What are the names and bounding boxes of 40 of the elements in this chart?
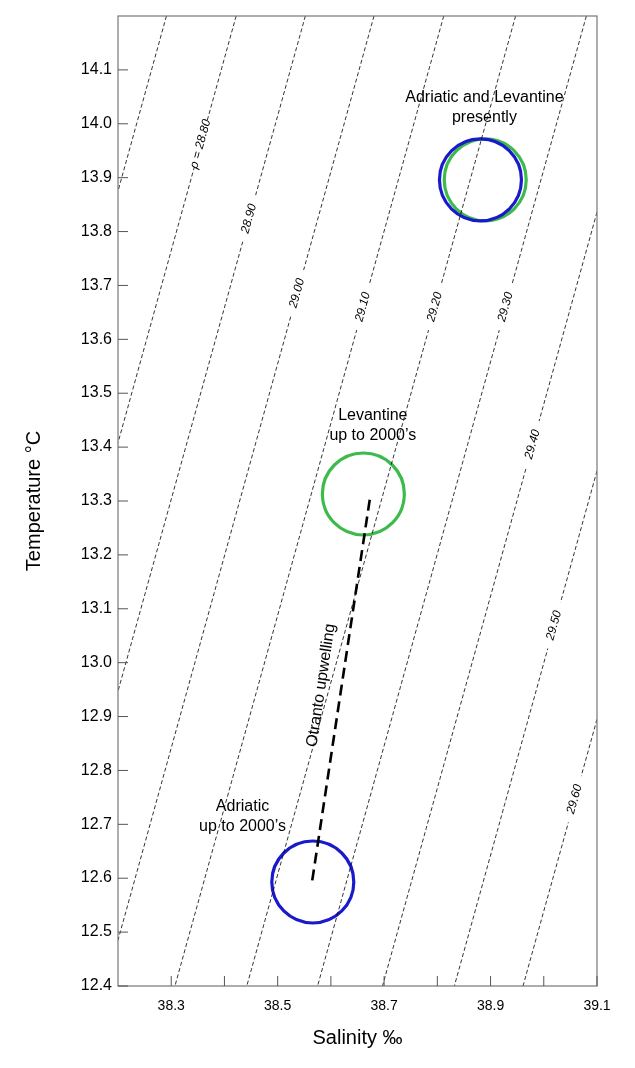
y-tick-label: 12.7 [80, 814, 113, 832]
text: 29.30 [493, 290, 516, 325]
x-tick-label: 38.7 [370, 996, 398, 1013]
x-tick-label: 38.9 [476, 996, 505, 1013]
x-tick-label: 38.3 [157, 996, 186, 1013]
annotation: Adriatic and Levantine presently [405, 88, 564, 126]
y-tick-label: 13.6 [80, 329, 113, 347]
text: 28.90 [237, 201, 260, 236]
text: 29.00 [285, 276, 308, 311]
y-tick-label: 12.4 [80, 976, 113, 994]
x-tick-label: 38.5 [264, 996, 292, 1013]
text: 29.20 [423, 290, 445, 325]
text: 29.60 [562, 782, 585, 817]
y-tick-label: 12.8 [80, 760, 113, 778]
y-tick-label: 13.4 [80, 437, 113, 455]
text: 29.40 [520, 427, 543, 462]
y-tick-label: 13.5 [80, 383, 113, 401]
annotation: Levantine up to 2000’s [329, 406, 417, 444]
y-tick-label: 13.7 [80, 275, 113, 293]
point [270, 839, 356, 925]
y-tick-label: 13.1 [80, 599, 113, 617]
y-tick-label: 13.2 [80, 545, 113, 563]
x-axis-title: Salinity ‰ [312, 1026, 403, 1048]
point [320, 451, 406, 537]
y-tick-label: 13.0 [80, 652, 113, 670]
annotation: Adriatic up to 2000’s [199, 797, 286, 835]
y-tick-label: 13.9 [80, 167, 113, 185]
y-tick-label: 12.9 [80, 706, 113, 724]
y-tick-label: 14.1 [80, 60, 113, 78]
y-tick-label: 12.5 [80, 922, 113, 940]
text: Otranto upwelling [302, 622, 338, 748]
text: 29.10 [351, 290, 374, 325]
y-tick-label: 13.3 [80, 491, 113, 509]
y-tick-label: 14.0 [80, 114, 113, 132]
text: 29.50 [542, 608, 565, 643]
y-tick-label: 12.6 [80, 868, 113, 886]
y-tick-label: 13.8 [80, 221, 113, 239]
x-tick-label: 39.1 [583, 996, 611, 1013]
text: ρ = 28.80 [186, 117, 214, 172]
y-axis-title: Temperature °C [22, 430, 44, 572]
